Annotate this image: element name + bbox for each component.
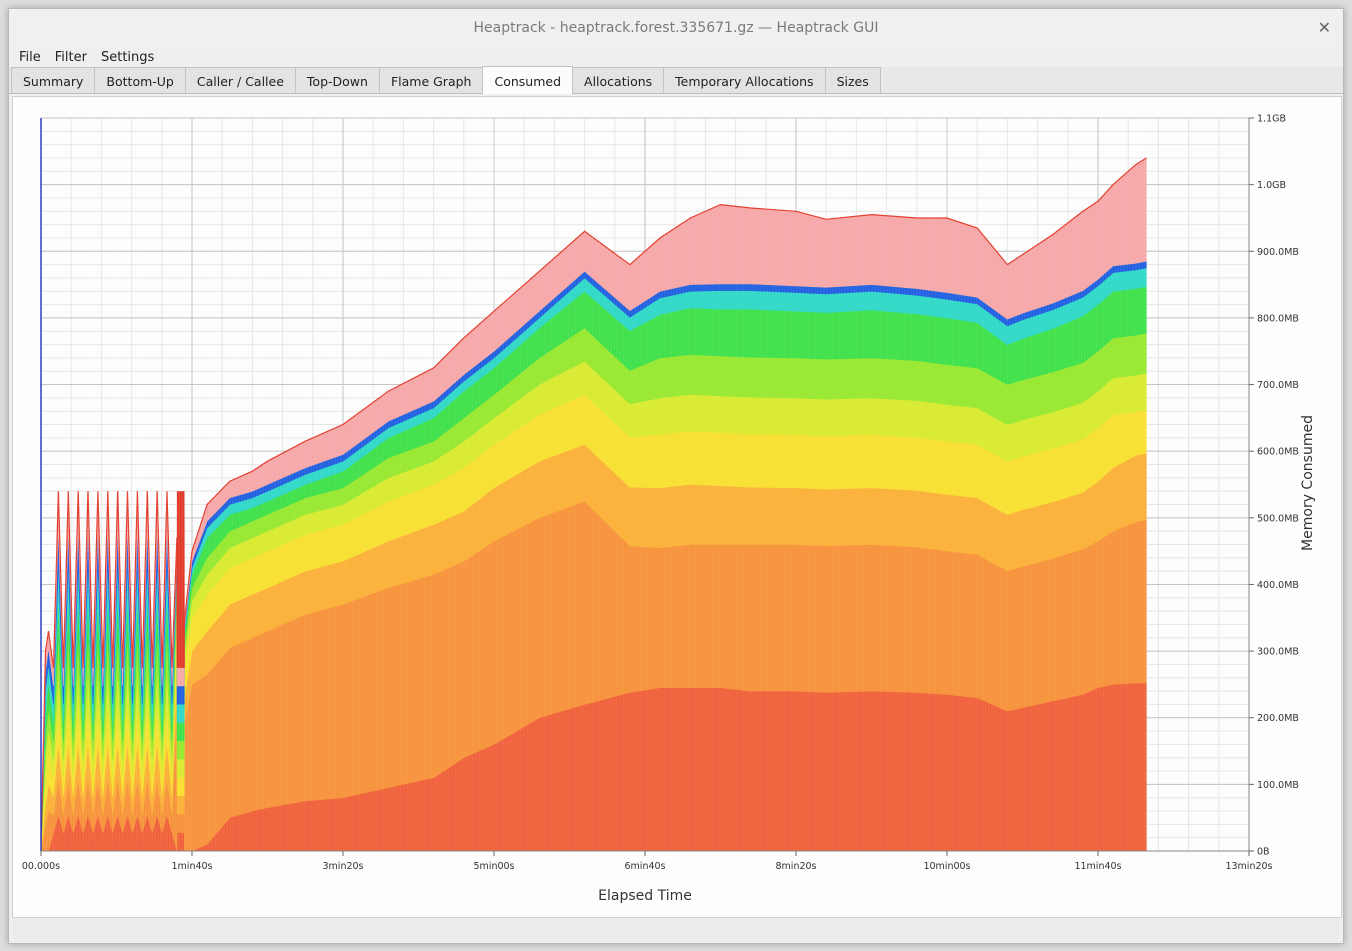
x-tick-label: 3min20s (323, 861, 364, 872)
menu-filter[interactable]: Filter (54, 49, 87, 65)
chart-panel: 00.000s 1min40s 3min20s 5min00s 6min40s 8min2… (12, 96, 1342, 918)
tab-temporary-allocations[interactable]: Temporary Allocations (663, 67, 826, 93)
chart-axes: 00.000s 1min40s 3min20s 5min00s 6min40s 8min2… (22, 114, 1299, 873)
y-tick-label: 100.0MB (1257, 780, 1299, 791)
total-memory-line (40, 157, 1147, 852)
x-axis-label: Elapsed Time (598, 888, 692, 904)
y-tick-label: 900.0MB (1257, 247, 1299, 258)
y-tick-label: 300.0MB (1257, 647, 1299, 658)
tab-bottom-up[interactable]: Bottom-Up (94, 67, 186, 93)
y-tick-label: 400.0MB (1257, 580, 1299, 591)
x-tick-label: 5min00s (474, 861, 515, 872)
y-axis-label: Memory Consumed (1300, 415, 1316, 551)
heaptrack-window: Heaptrack - heaptrack.forest.335671.gz —… (8, 8, 1344, 944)
x-tick-label: 10min00s (923, 861, 970, 872)
menu-bar: File Filter Settings (9, 47, 1343, 67)
y-tick-label: 1.0GB (1257, 180, 1286, 191)
y-tick-label: 700.0MB (1257, 380, 1299, 391)
tab-flame-graph[interactable]: Flame Graph (378, 67, 484, 93)
tab-caller-callee[interactable]: Caller / Callee (184, 67, 296, 93)
x-tick-label: 11min40s (1074, 861, 1121, 872)
x-tick-label: 13min20s (1225, 861, 1272, 872)
status-bar (12, 919, 1340, 939)
y-tick-label: 1.1GB (1257, 114, 1286, 125)
chart-areas (40, 118, 1147, 852)
close-icon[interactable]: ✕ (1317, 18, 1331, 37)
x-tick-label: 1min40s (172, 861, 213, 872)
y-tick-label: 200.0MB (1257, 713, 1299, 724)
menu-file[interactable]: File (19, 49, 41, 65)
y-tick-label: 800.0MB (1257, 313, 1299, 324)
x-tick-label: 8min20s (776, 861, 817, 872)
y-tick-label: 600.0MB (1257, 447, 1299, 458)
tab-sizes[interactable]: Sizes (824, 67, 881, 93)
menu-settings[interactable]: Settings (100, 49, 155, 65)
y-tick-label: 0B (1257, 847, 1270, 858)
title-bar: Heaptrack - heaptrack.forest.335671.gz —… (9, 9, 1343, 47)
window-title: Heaptrack - heaptrack.forest.335671.gz —… (473, 20, 879, 36)
consumed-chart[interactable]: 00.000s 1min40s 3min20s 5min00s 6min40s 8min2… (13, 97, 1341, 917)
y-tick-label: 500.0MB (1257, 513, 1299, 524)
x-tick-label: 6min40s (625, 861, 666, 872)
tab-consumed[interactable]: Consumed (482, 66, 574, 94)
tab-summary[interactable]: Summary (11, 67, 96, 93)
x-tick-label: 00.000s (22, 861, 60, 872)
tab-top-down[interactable]: Top-Down (294, 67, 380, 93)
tab-bar: Summary Bottom-Up Caller / Callee Top-Do… (9, 66, 1343, 94)
tab-allocations[interactable]: Allocations (572, 67, 665, 93)
